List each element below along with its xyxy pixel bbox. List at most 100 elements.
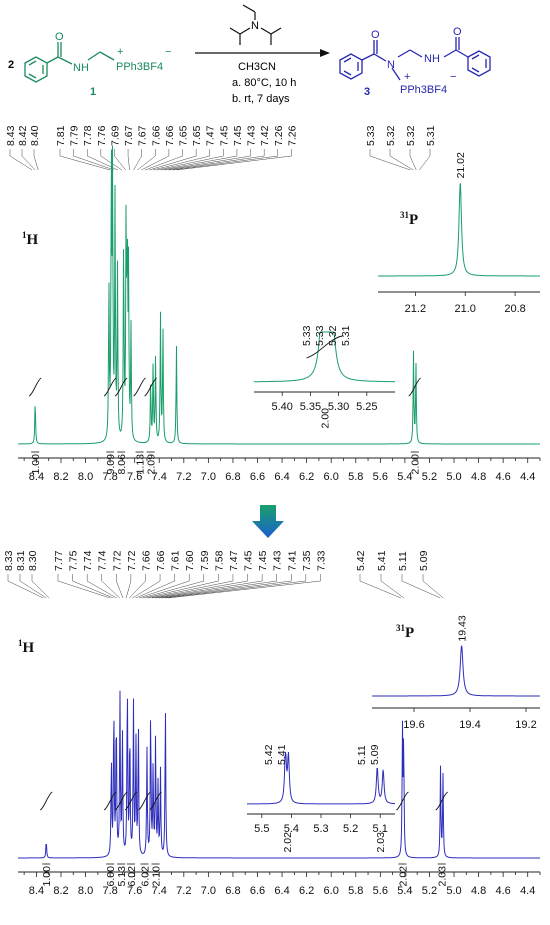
inset-peak-label: 5.42 (263, 744, 275, 765)
tick-label: 6.0 (324, 885, 339, 897)
transition-arrow-icon (252, 505, 284, 538)
peak-label-connector (152, 149, 210, 171)
inset-31p: 31P 21.2 21.0 20.8 21.02 (378, 152, 540, 315)
peak-label-connector (401, 574, 441, 599)
integral-value: 6.02 (140, 866, 152, 887)
integral-value: 2.02 (397, 866, 409, 887)
tick-label: 5.0 (446, 471, 461, 483)
peak-label: 7.43 (246, 125, 258, 146)
tick-label: 7.4 (152, 471, 167, 483)
peak-label-connector (168, 149, 265, 171)
integral-value: 6.02 (126, 866, 138, 887)
product-nh: NH (424, 53, 440, 65)
peak-label: 7.47 (228, 550, 240, 571)
inset-peak-label: 5.11 (356, 745, 368, 765)
peak-label: 8.33 (3, 550, 15, 571)
peak-label: 7.72 (111, 550, 123, 571)
peak-label-connector (164, 574, 307, 599)
peak-label-connector (148, 574, 234, 599)
peak-labels-top: 8.33 8.31 8.30 7.77 7.75 7.74 7.74 7.72 7.72 7.66… (3, 550, 444, 599)
tick-label: 4.6 (496, 471, 511, 483)
peak-label: 7.47 (205, 125, 217, 146)
reagent-structure (229, 4, 282, 45)
peak-label-connector (156, 149, 224, 171)
peak-label-connector (100, 149, 122, 171)
integral-curve (435, 791, 449, 811)
p-inset-tick-label: 19.6 (403, 719, 424, 731)
tick-label: 5.4 (397, 885, 412, 897)
inset-tick-label: 5.5 (254, 823, 269, 835)
inset-peak-label: 5.33 (314, 325, 326, 346)
peak-label: 7.75 (68, 550, 80, 571)
tick-label: 7.2 (176, 471, 191, 483)
peak-label: 7.72 (126, 550, 138, 571)
peak-label: 7.58 (213, 550, 225, 571)
peak-label-connector (409, 149, 417, 171)
integral-value: 2.03 (437, 866, 449, 887)
peak-label-connector (7, 574, 44, 599)
spectrum-trace (18, 145, 540, 445)
inset-trace (254, 331, 395, 383)
peak-label-connector (142, 574, 205, 599)
integral-curve (408, 377, 421, 397)
peak-label: 7.65 (191, 125, 203, 146)
peak-label: 7.66 (155, 550, 167, 571)
p-peak-label: 21.02 (455, 152, 467, 178)
peak-label-connector (133, 149, 142, 171)
peak-label-connector (172, 149, 279, 171)
tick-label: 4.8 (471, 885, 486, 897)
x-axis: 8.4 8.2 8.0 7.8 7.6 7.4 7.2 7.0 6.8 6.6 6.4 6.2 6.0 5… (18, 871, 541, 897)
tick-label: 5.0 (446, 885, 461, 897)
p-inset-trace (378, 183, 540, 277)
reactant-plus: + (117, 46, 123, 58)
peak-label-connector (158, 574, 277, 599)
product-o1: O (371, 29, 380, 41)
peak-label: 7.61 (170, 550, 182, 571)
tick-label: 6.8 (225, 885, 240, 897)
peak-label: 7.45 (232, 125, 244, 146)
inset-integral-value: 2.03 (375, 832, 387, 853)
inset-tick-label: 5.1 (373, 823, 388, 835)
peak-label: 7.66 (164, 125, 176, 146)
peak-label-connector (149, 149, 197, 171)
inset-peak-label: 5.33 (301, 325, 313, 346)
peak-label: 7.59 (199, 550, 211, 571)
peak-label-connector (422, 574, 444, 599)
product-n: N (387, 59, 395, 71)
tick-label: 4.6 (496, 885, 511, 897)
tick-label: 7.6 (127, 471, 142, 483)
tick-label: 6.8 (225, 471, 240, 483)
inset-tick-label: 5.40 (271, 401, 292, 413)
peak-label-connector (127, 149, 130, 171)
integral-curve (39, 791, 53, 811)
p-inset-tick-label: 20.8 (504, 303, 525, 315)
peak-label: 5.31 (425, 125, 437, 146)
product-pph3bf4: PPh3BF4 (400, 84, 447, 96)
reaction-scheme: 2 O NH PPh3BF4 + − 1 (8, 4, 491, 105)
peak-label: 5.11 (397, 551, 409, 571)
tick-label: 5.2 (422, 471, 437, 483)
reactant-structure (24, 42, 115, 83)
peak-label-connector (135, 574, 175, 599)
peak-label-connector (9, 149, 33, 171)
tick-label: 8.2 (53, 471, 68, 483)
inset-tick-label: 5.30 (328, 401, 349, 413)
stoich-label: 2 (8, 59, 14, 71)
peak-label-connector (154, 574, 263, 599)
peak-label-connector (167, 574, 321, 599)
peak-label: 7.33 (315, 550, 327, 571)
peak-label: 7.60 (184, 550, 196, 571)
tick-label: 8.2 (53, 885, 68, 897)
peak-label-connector (114, 149, 126, 171)
tick-label: 7.4 (152, 885, 167, 897)
inset-tick-label: 5.25 (356, 401, 377, 413)
condition-a: a. 80°C, 10 h (232, 77, 296, 89)
integral-value: 2.09 (146, 454, 158, 475)
integral-curve (28, 377, 42, 397)
integral-curve (138, 791, 151, 811)
peak-label: 7.35 (301, 550, 313, 571)
integral-curve (103, 791, 117, 811)
tick-label: 4.4 (520, 471, 535, 483)
condition-b: b. rt, 7 days (232, 93, 290, 105)
reactant-o: O (55, 31, 64, 43)
